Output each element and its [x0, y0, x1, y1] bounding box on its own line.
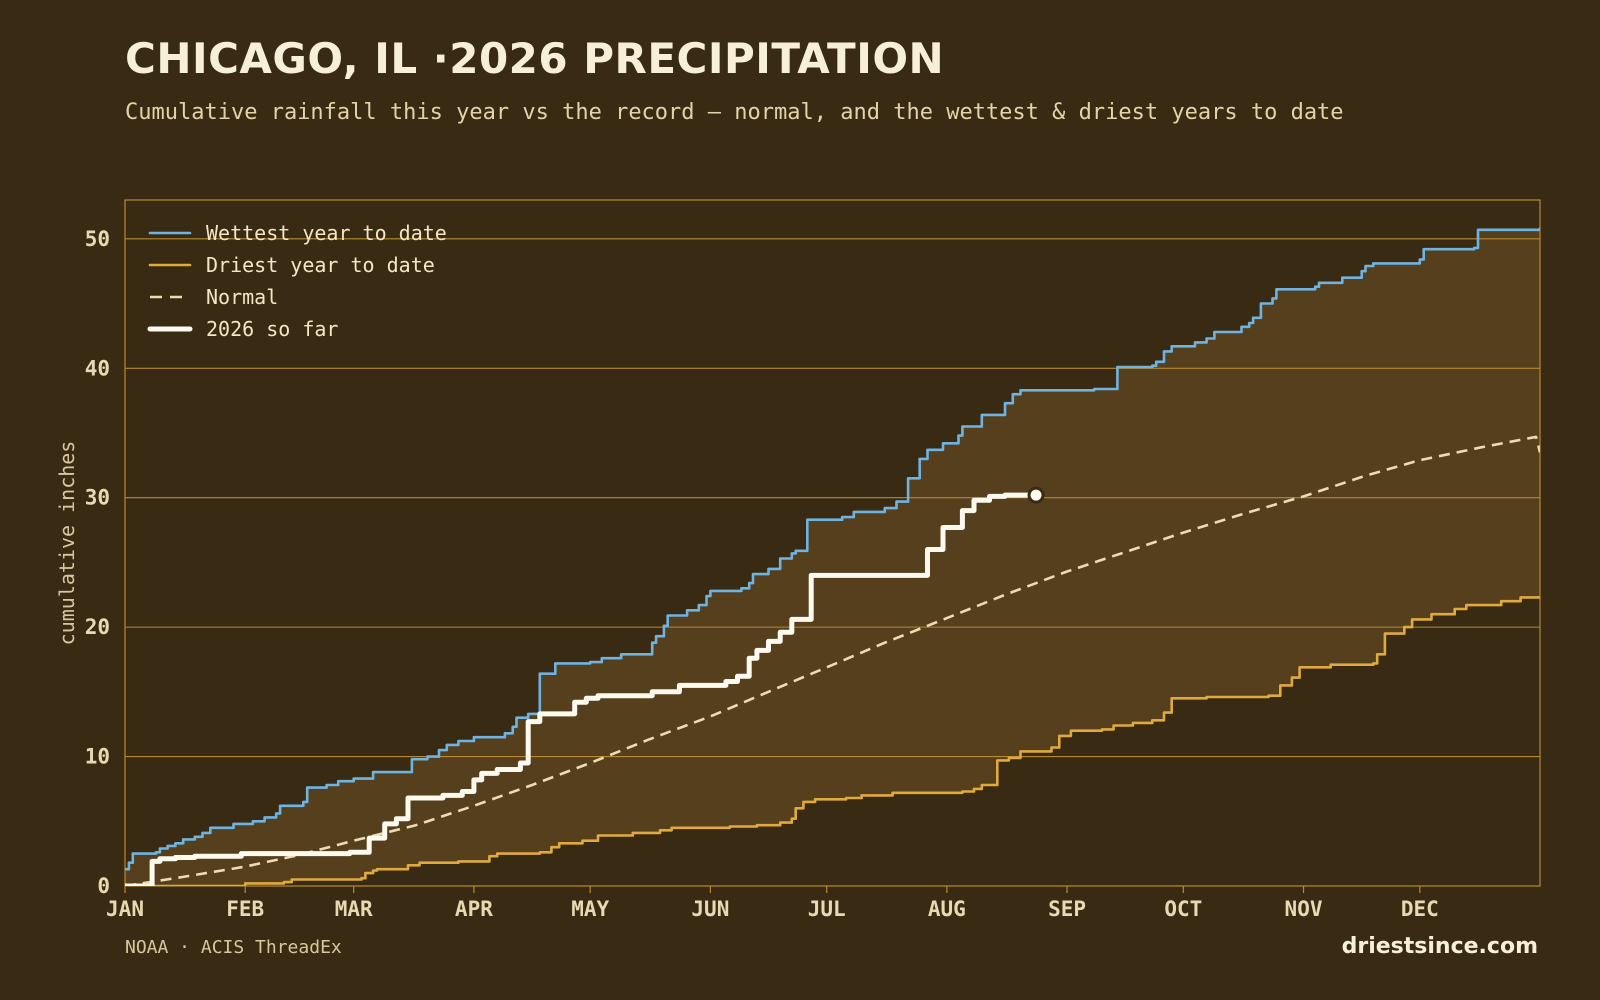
legend-label-driest: Driest year to date [206, 253, 435, 277]
driest-line [125, 596, 1540, 886]
x-tick-label: FEB [226, 897, 264, 921]
x-tick-label: DEC [1401, 897, 1439, 921]
chart-subtitle: Cumulative rainfall this year vs the rec… [125, 100, 1344, 125]
x-tick-label: JUL [808, 897, 846, 921]
x-tick-label: MAY [571, 897, 609, 921]
x-tick-label: AUG [928, 897, 966, 921]
wettest-line [125, 227, 1540, 871]
legend-label-current: 2026 so far [206, 317, 338, 341]
x-tick-label: APR [455, 897, 493, 921]
y-tick-label: 50 [85, 227, 110, 251]
current-line [125, 492, 1039, 886]
gridlines [125, 238, 1540, 758]
normal-line [125, 435, 1540, 886]
y-tick-label: 30 [85, 486, 110, 510]
legend-label-normal: Normal [206, 285, 278, 309]
plot-frame [124, 199, 1541, 887]
wettest-driest-band [125, 228, 1540, 886]
x-tick-label: JAN [106, 897, 144, 921]
x-tick-label: MAR [335, 897, 373, 921]
y-tick-label: 40 [85, 356, 110, 380]
x-tick-label: SEP [1048, 897, 1086, 921]
legend-label-wettest: Wettest year to date [206, 221, 447, 245]
y-axis-label: cumulative inches [55, 441, 79, 646]
x-tick-label: JUN [691, 897, 729, 921]
legend: Wettest year to date Driest year to date N… [147, 221, 447, 341]
source-credit: NOAA · ACIS ThreadEx [125, 937, 342, 958]
y-axis-ticks: 0 10 20 30 40 50 [85, 227, 110, 898]
x-tick-label: OCT [1164, 897, 1202, 921]
brand-link[interactable]: driestsince.com [1341, 934, 1538, 959]
marker-layer [1027, 486, 1045, 504]
x-axis-ticks: JAN FEB MAR APR MAY JUN JUL AUG SEP OCT NOV DEC [106, 886, 1439, 921]
y-tick-label: 10 [85, 745, 110, 769]
current-end-marker[interactable] [1027, 486, 1045, 504]
wettest-driest-band-layer [125, 228, 1540, 886]
y-tick-label: 0 [97, 874, 110, 898]
x-tick-label: NOV [1285, 897, 1323, 921]
series-layer [125, 227, 1540, 886]
chart-title: CHICAGO, IL ·2026 PRECIPITATION [125, 34, 945, 83]
y-tick-label: 20 [85, 615, 110, 639]
